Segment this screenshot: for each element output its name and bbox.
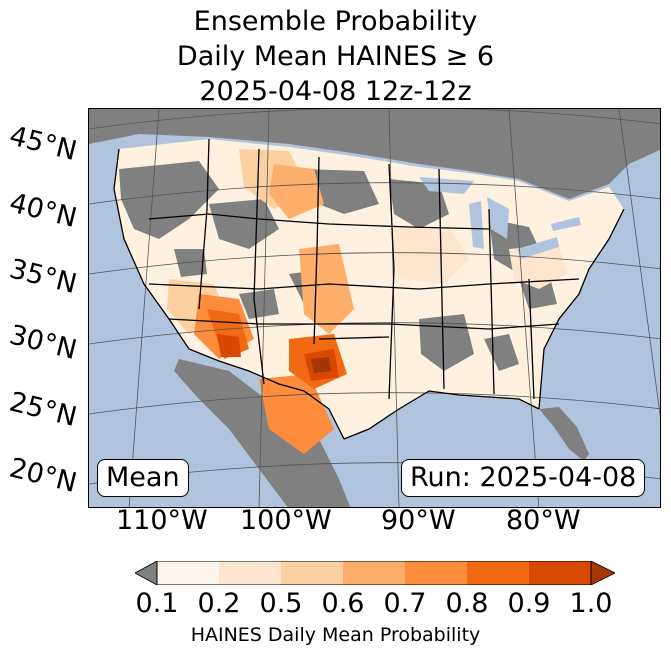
state-borders: [113, 138, 625, 440]
canada-land: [89, 109, 660, 199]
prob-mid-regions: [194, 164, 354, 454]
colorbar-tick-4: 0.7: [383, 588, 427, 619]
below-threshold-regions: [119, 161, 557, 371]
lon-label-80w: 80°W: [506, 505, 581, 536]
lon-label-90w: 90°W: [381, 505, 456, 536]
colorbar-tick-0: 0.1: [135, 588, 179, 619]
colorbar-bin-3: [281, 561, 343, 585]
colorbar-over-arrow: [590, 561, 615, 585]
colorbar-bin-7: [529, 561, 591, 585]
colorbar-bin-5: [405, 561, 467, 585]
mexico-land: [174, 359, 351, 507]
colorbar-bin-2: [219, 561, 281, 585]
lat-label-30: 30°N: [6, 319, 80, 367]
colorbar-tick-6: 0.9: [507, 588, 551, 619]
lat-label-35: 35°N: [6, 253, 80, 301]
colorbar-bin-4: [343, 561, 405, 585]
title-line-2: Daily Mean HAINES ≥ 6: [176, 41, 495, 72]
colorbar-under-arrow: [135, 561, 158, 585]
lon-label-100w: 100°W: [240, 505, 332, 536]
mean-annotation-box: Mean: [97, 459, 189, 497]
colorbar-tick-3: 0.6: [321, 588, 365, 619]
map-svg: [89, 109, 660, 507]
colorbar-label: HAINES Daily Mean Probability: [190, 624, 481, 646]
colorbar-bin-6: [467, 561, 529, 585]
lon-label-110w: 110°W: [116, 505, 208, 536]
florida-land: [539, 407, 589, 461]
colorbar-tick-1: 0.2: [197, 588, 241, 619]
lat-label-20: 20°N: [6, 452, 80, 500]
prob-high-regions: [207, 309, 347, 389]
lat-label-40: 40°N: [6, 187, 80, 235]
colorbar-bin-1: [157, 561, 219, 585]
lat-label-45: 45°N: [6, 120, 80, 168]
run-date-annotation-box: Run: 2025-04-08: [401, 459, 646, 497]
lat-label-25: 25°N: [6, 386, 80, 434]
colorbar-tick-2: 0.5: [259, 588, 303, 619]
colorbar-tick-7: 1.0: [569, 588, 613, 619]
colorbar-tick-5: 0.8: [445, 588, 489, 619]
title-line-3: 2025-04-08 12z-12z: [199, 76, 472, 107]
great-lakes: [419, 177, 581, 259]
colorbar: [135, 561, 615, 585]
title-line-1: Ensemble Probability: [193, 6, 478, 37]
map-panel: Mean Run: 2025-04-08: [88, 108, 661, 508]
